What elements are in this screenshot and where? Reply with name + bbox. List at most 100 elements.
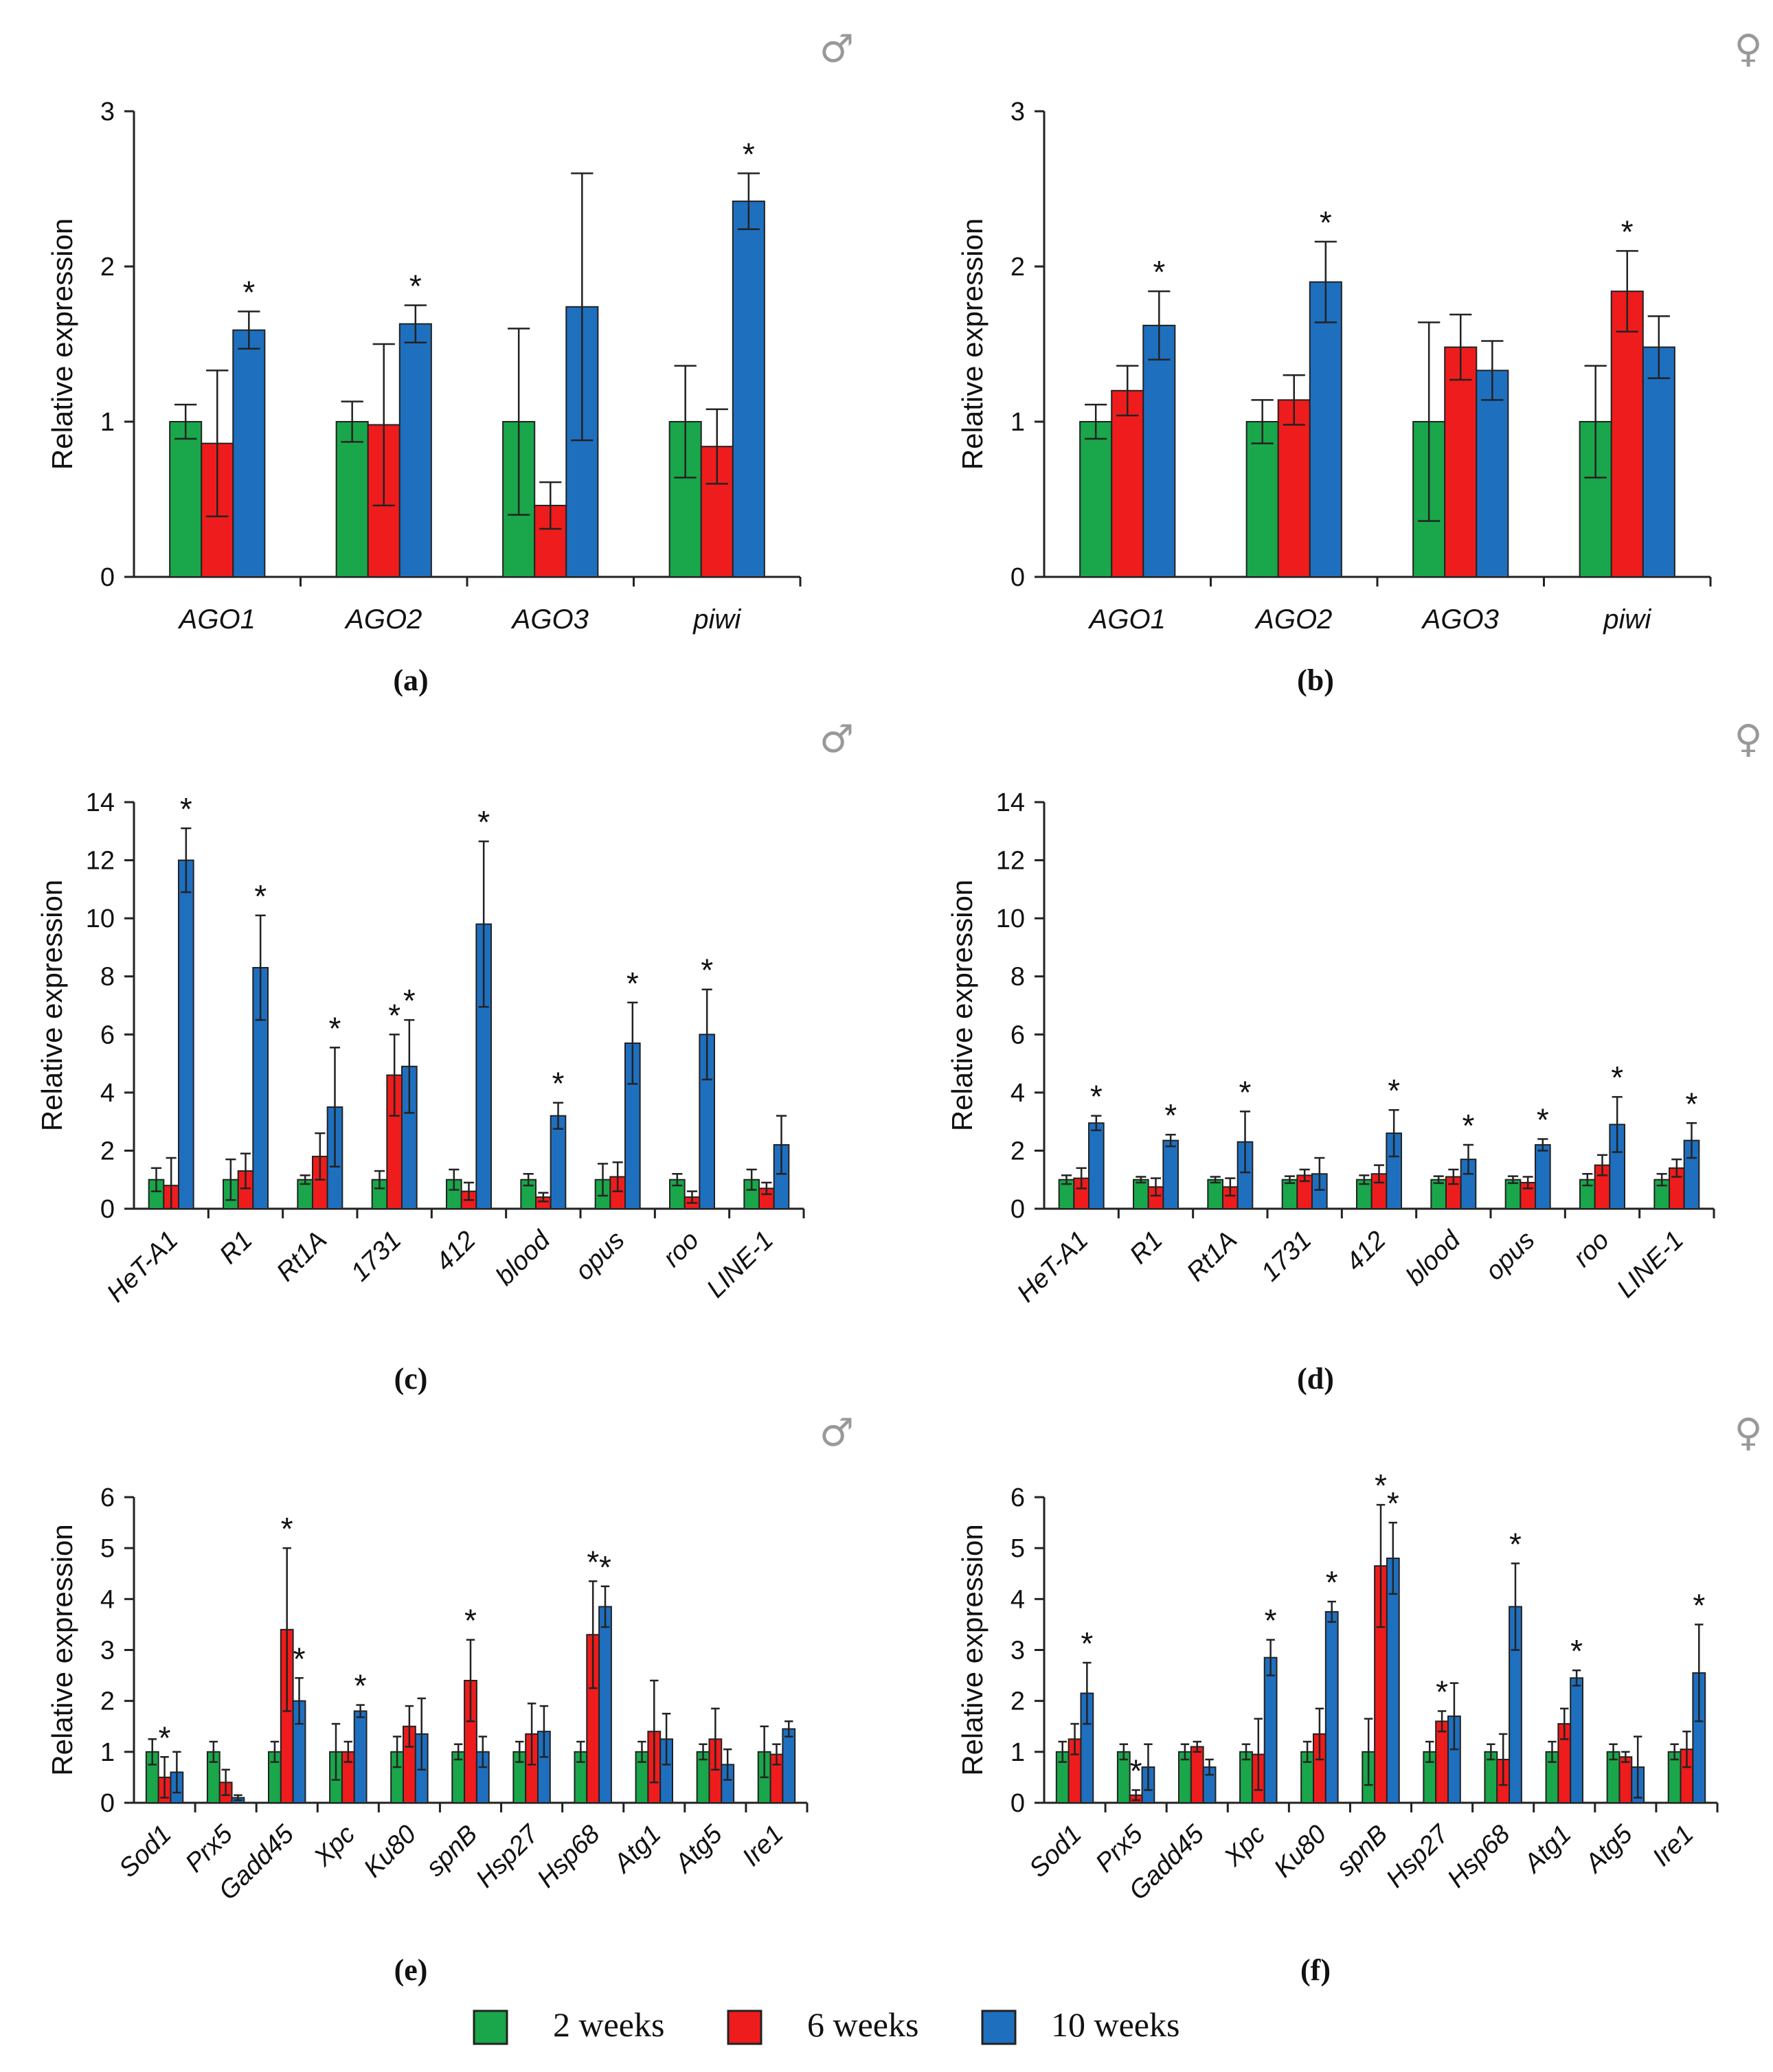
y-tick-label: 0	[100, 1195, 115, 1224]
significance-marker: *	[1265, 1603, 1277, 1639]
panel-label: (e)	[394, 1953, 428, 1987]
y-tick-label: 12	[86, 847, 115, 876]
y-tick-label: 2	[1010, 1687, 1025, 1716]
bar-10-weeks	[598, 1606, 612, 1803]
x-tick-label: HeT-A1	[102, 1226, 184, 1308]
x-tick-label: Hsp68	[1442, 1820, 1515, 1893]
x-tick-label: 1731	[1256, 1226, 1317, 1287]
significance-marker: *	[281, 1511, 293, 1547]
significance-marker: *	[1611, 1060, 1623, 1095]
y-tick-label: 8	[1010, 963, 1025, 992]
female-symbol-icon: ♀	[1734, 717, 1762, 762]
significance-marker: *	[159, 1720, 171, 1755]
x-tick-label: LINE-1	[701, 1226, 779, 1303]
y-tick-label: 4	[1010, 1079, 1025, 1108]
x-tick-label: AGO2	[344, 604, 422, 635]
y-tick-label: 1	[1010, 1738, 1025, 1767]
x-tick-label: Hsp27	[1381, 1819, 1456, 1893]
bar-10-weeks	[782, 1728, 796, 1803]
bar-10-weeks	[353, 1710, 368, 1803]
x-tick-label: AGO2	[1254, 604, 1332, 635]
x-tick-label: roo	[1568, 1226, 1615, 1273]
y-tick-label: 0	[1010, 1789, 1025, 1818]
y-tick-label: 4	[100, 1079, 115, 1108]
y-tick-label: 6	[100, 1483, 115, 1512]
x-tick-label: blood	[490, 1225, 557, 1291]
x-tick-label: Atg5	[1579, 1819, 1638, 1879]
bar-10-weeks	[1162, 1139, 1179, 1209]
x-tick-label: roo	[657, 1226, 705, 1273]
significance-marker: *	[1693, 1587, 1705, 1623]
panel-label: (c)	[394, 1362, 428, 1396]
y-tick-label: 10	[86, 904, 115, 933]
y-tick-label: 12	[996, 847, 1025, 876]
significance-marker: *	[1130, 1753, 1142, 1788]
significance-marker: *	[409, 269, 422, 304]
bar-10-weeks	[1142, 324, 1176, 578]
x-tick-label: 412	[430, 1226, 482, 1277]
legend-label: 10 weeks	[1051, 2005, 1179, 2044]
x-tick-label: 1731	[346, 1226, 407, 1287]
bar-6-weeks	[1190, 1746, 1204, 1804]
bar-2-weeks	[1079, 421, 1113, 578]
x-tick-label: Rt1A	[271, 1226, 332, 1287]
chart-panel-d: 0 2 4 6 8 10 12 14 Relative expression HeT-A1 R1 Rt…	[946, 717, 1763, 1396]
y-tick-label: 14	[996, 788, 1025, 817]
chart-panel-b: 0 1 2 3 Relative expression AGO1 AGO2 AGO3 piwi *…	[956, 27, 1763, 697]
y-tick-label: 2	[100, 1137, 115, 1165]
legend-label: 6 weeks	[807, 2005, 918, 2044]
x-tick-label: Ire1	[737, 1820, 789, 1872]
significance-marker: *	[388, 997, 400, 1033]
significance-marker: *	[1463, 1108, 1475, 1143]
bar-2-weeks	[1133, 1179, 1149, 1209]
chart-panel-a: 0 1 2 3 Relative expression AGO1 AGO2 AGO3 piwi *…	[46, 27, 854, 697]
bar-10-weeks	[1088, 1122, 1105, 1210]
male-symbol-icon: ♂	[820, 717, 854, 762]
significance-marker: *	[1164, 1097, 1177, 1133]
y-tick-label: 3	[1010, 98, 1025, 126]
x-tick-label: Ire1	[1647, 1820, 1699, 1872]
y-tick-label: 0	[1010, 563, 1025, 592]
bar-6-weeks	[1435, 1720, 1449, 1803]
x-tick-label: piwi	[692, 604, 741, 635]
x-tick-label: AGO3	[1421, 604, 1499, 635]
bar-10-weeks	[1476, 369, 1509, 578]
panel-label: (a)	[393, 663, 428, 697]
y-tick-label: 8	[100, 963, 115, 992]
x-tick-label: HeT-A1	[1012, 1226, 1094, 1308]
x-tick-label: Sod1	[113, 1820, 177, 1883]
bar-6-weeks	[1277, 399, 1311, 578]
y-tick-label: 14	[86, 788, 115, 817]
y-axis-title: Relative expression	[956, 218, 989, 470]
significance-marker: *	[1320, 205, 1332, 240]
bar-2-weeks	[1504, 1179, 1522, 1209]
significance-marker: *	[1436, 1674, 1448, 1710]
y-tick-label: 1	[100, 408, 115, 437]
y-axis-title: Relative expression	[36, 880, 68, 1132]
bar-10-weeks	[178, 859, 194, 1209]
bar-10-weeks	[1324, 1610, 1339, 1803]
x-tick-label: Hsp68	[532, 1820, 605, 1893]
significance-marker: *	[464, 1603, 477, 1639]
x-tick-label: Atg1	[1517, 1820, 1577, 1879]
bar-2-weeks	[1430, 1179, 1447, 1209]
significance-marker: *	[1153, 254, 1165, 290]
x-tick-label: AGO1	[1088, 604, 1166, 635]
x-tick-label: Ku80	[1269, 1820, 1332, 1883]
y-tick-label: 10	[996, 904, 1025, 933]
significance-marker: *	[254, 878, 267, 914]
y-axis-title: Relative expression	[46, 1524, 78, 1776]
x-tick-label: R1	[1125, 1226, 1168, 1270]
significance-marker: *	[743, 136, 755, 172]
y-tick-label: 6	[1010, 1483, 1025, 1512]
x-tick-label: Sod1	[1024, 1820, 1087, 1883]
significance-marker: *	[552, 1066, 565, 1102]
x-tick-label: opus	[570, 1226, 631, 1286]
bar-6-weeks	[1618, 1756, 1633, 1803]
x-tick-label: blood	[1401, 1225, 1467, 1291]
bar-10-weeks	[1263, 1657, 1278, 1803]
y-tick-label: 3	[100, 98, 115, 126]
bar-10-weeks	[398, 323, 432, 578]
male-symbol-icon: ♂	[820, 27, 854, 71]
